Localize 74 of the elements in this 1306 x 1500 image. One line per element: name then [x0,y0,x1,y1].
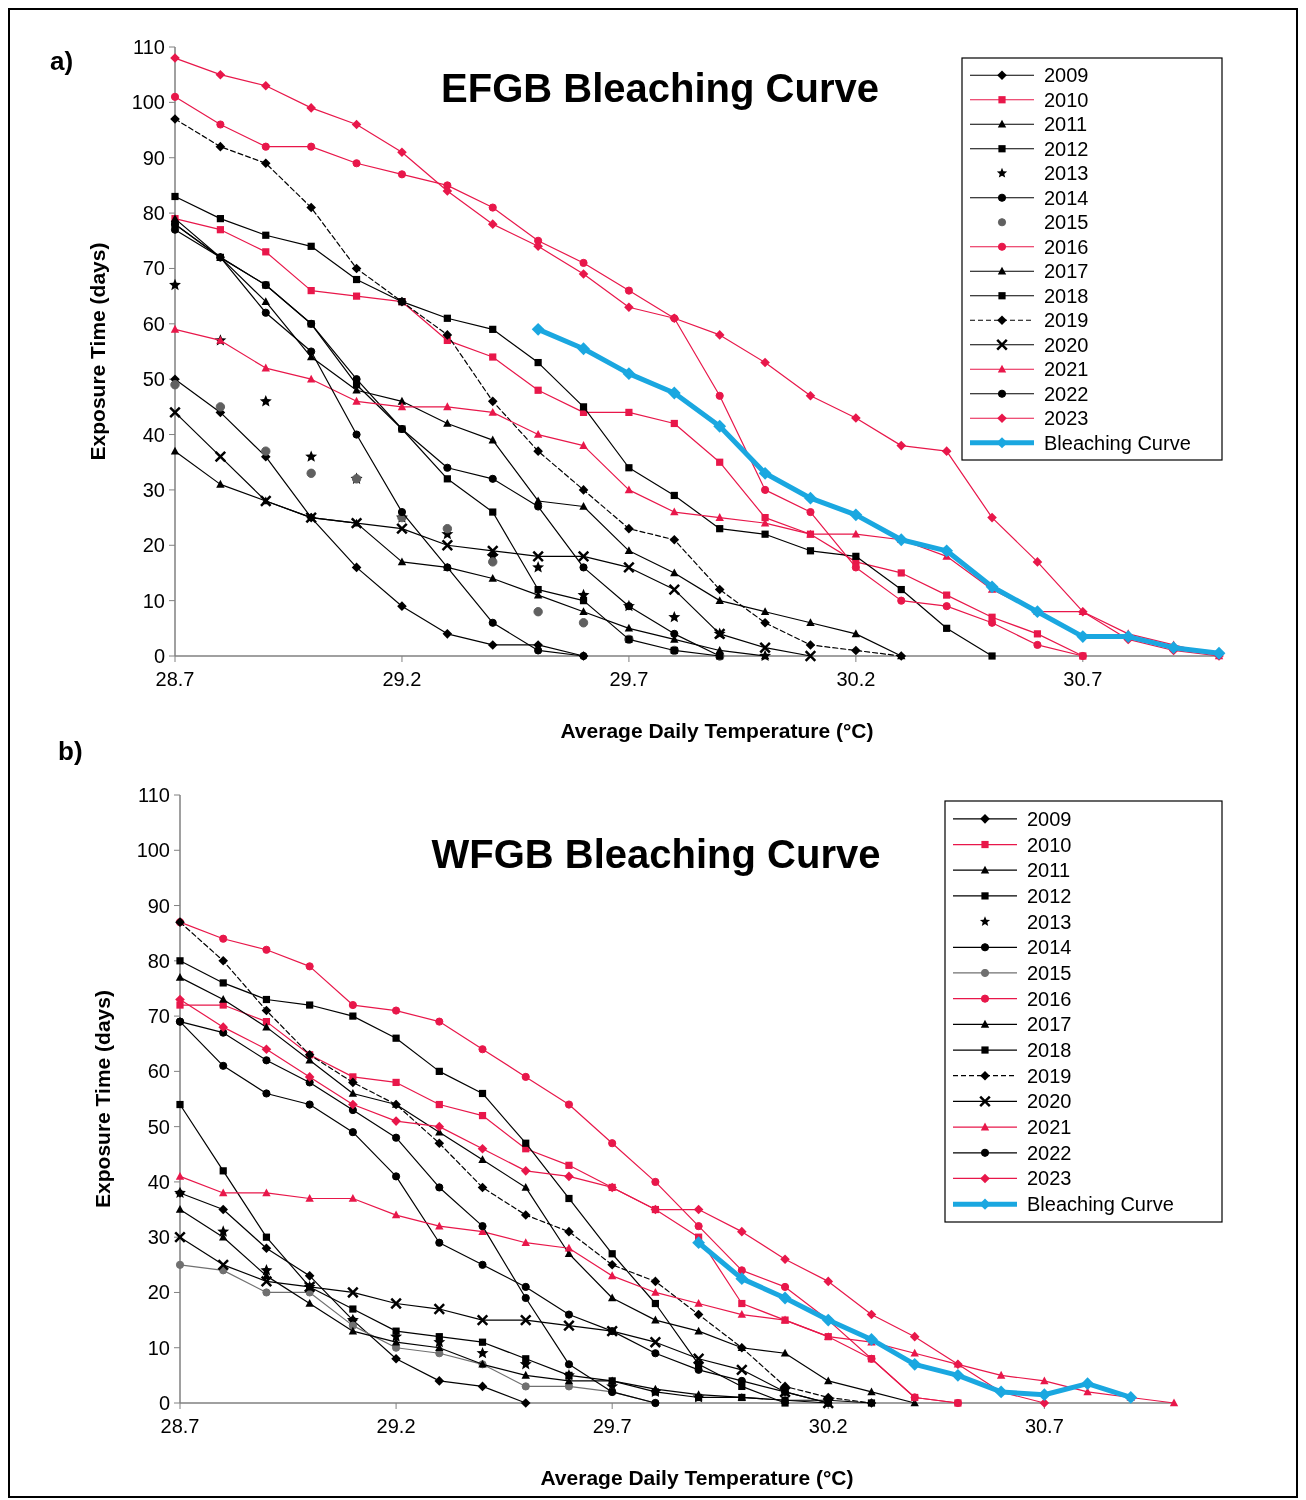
legend-label: 2016 [1044,235,1089,258]
y-tick-label: 0 [158,1392,170,1414]
y-tick-label: 100 [136,839,170,862]
legend-label: 2013 [1027,910,1072,933]
y-tick-label: 0 [153,645,165,667]
y-tick-label: 30 [142,478,165,501]
legend-label: 2012 [1044,137,1089,160]
legend-label: 2021 [1044,358,1089,381]
y-tick-label: 110 [138,784,170,806]
x-axis-title: Average Daily Temperature (°C) [540,1466,854,1489]
legend-label: 2009 [1044,64,1089,87]
legend-label: 2011 [1044,113,1088,136]
y-tick-label: 90 [147,894,170,917]
legend-label: 2019 [1027,1064,1072,1087]
x-tick-label: 30.7 [1024,1415,1064,1437]
x-axis-title: Average Daily Temperature (°C) [560,719,874,742]
x-tick-label: 29.7 [609,668,649,690]
y-tick-label: 40 [142,423,165,446]
y-tick-label: 30 [147,1226,170,1249]
text: EFGB Bleaching Curve [441,66,879,110]
legend-label: 2017 [1027,1013,1072,1036]
y-tick-label: 10 [142,589,165,612]
text: b) [58,736,83,766]
legend-label: 2022 [1044,382,1089,405]
legend-label: 2020 [1027,1090,1072,1113]
y-tick-label: 20 [147,1281,170,1304]
legend-label: 2017 [1044,260,1089,283]
text: WFGB Bleaching Curve [431,832,881,876]
y-tick-label: 50 [147,1115,170,1138]
y-tick-label: 80 [147,949,170,972]
x-tick-label: 29.2 [376,1415,416,1437]
legend-label: 2011 [1027,859,1071,882]
legend-label: 2014 [1027,936,1072,959]
legend-label: 2010 [1044,88,1089,111]
y-tick-label: 70 [142,257,165,280]
text: a) [50,46,74,76]
x-tick-label: 29.2 [382,668,422,690]
legend-label: 2016 [1027,987,1072,1010]
y-tick-label: 100 [131,91,165,114]
legend-label: 2019 [1044,309,1089,332]
y-tick-label: 110 [133,36,165,58]
x-tick-label: 30.7 [1063,668,1103,690]
legend-label: 2015 [1027,961,1072,984]
y-tick-label: 20 [142,534,165,557]
legend-label: 2023 [1044,407,1089,430]
x-tick-label: 30.2 [808,1415,848,1437]
x-tick-label: 28.7 [160,1415,200,1437]
legend-label: 2013 [1044,162,1089,185]
legend-label: 2010 [1027,833,1072,856]
legend-label: 2018 [1027,1039,1072,1062]
legend-label: 2020 [1044,333,1089,356]
legend-label: 2021 [1027,1116,1072,1139]
y-tick-label: 70 [147,1005,170,1028]
legend-label: 2023 [1027,1167,1072,1190]
y-axis-title: Exposure Time (days) [91,990,114,1208]
y-tick-label: 50 [142,368,165,391]
legend-label: 2018 [1044,284,1089,307]
y-tick-label: 40 [147,1170,170,1193]
legend-label: 2014 [1044,186,1089,209]
y-tick-label: 10 [147,1336,170,1359]
y-tick-label: 60 [147,1060,170,1083]
legend-label: 2009 [1027,807,1072,830]
legend-label: 2015 [1044,211,1089,234]
x-tick-label: 29.7 [592,1415,632,1437]
y-tick-label: 90 [142,146,165,169]
x-tick-label: 28.7 [155,668,195,690]
y-tick-label: 80 [142,202,165,225]
y-axis-title: Exposure Time (days) [86,242,109,461]
y-tick-label: 60 [142,312,165,335]
legend-label: 2022 [1027,1141,1072,1164]
legend-label: Bleaching Curve [1044,431,1191,454]
legend-label: 2012 [1027,884,1072,907]
x-tick-label: 30.2 [836,668,876,690]
legend-label: Bleaching Curve [1027,1193,1174,1216]
